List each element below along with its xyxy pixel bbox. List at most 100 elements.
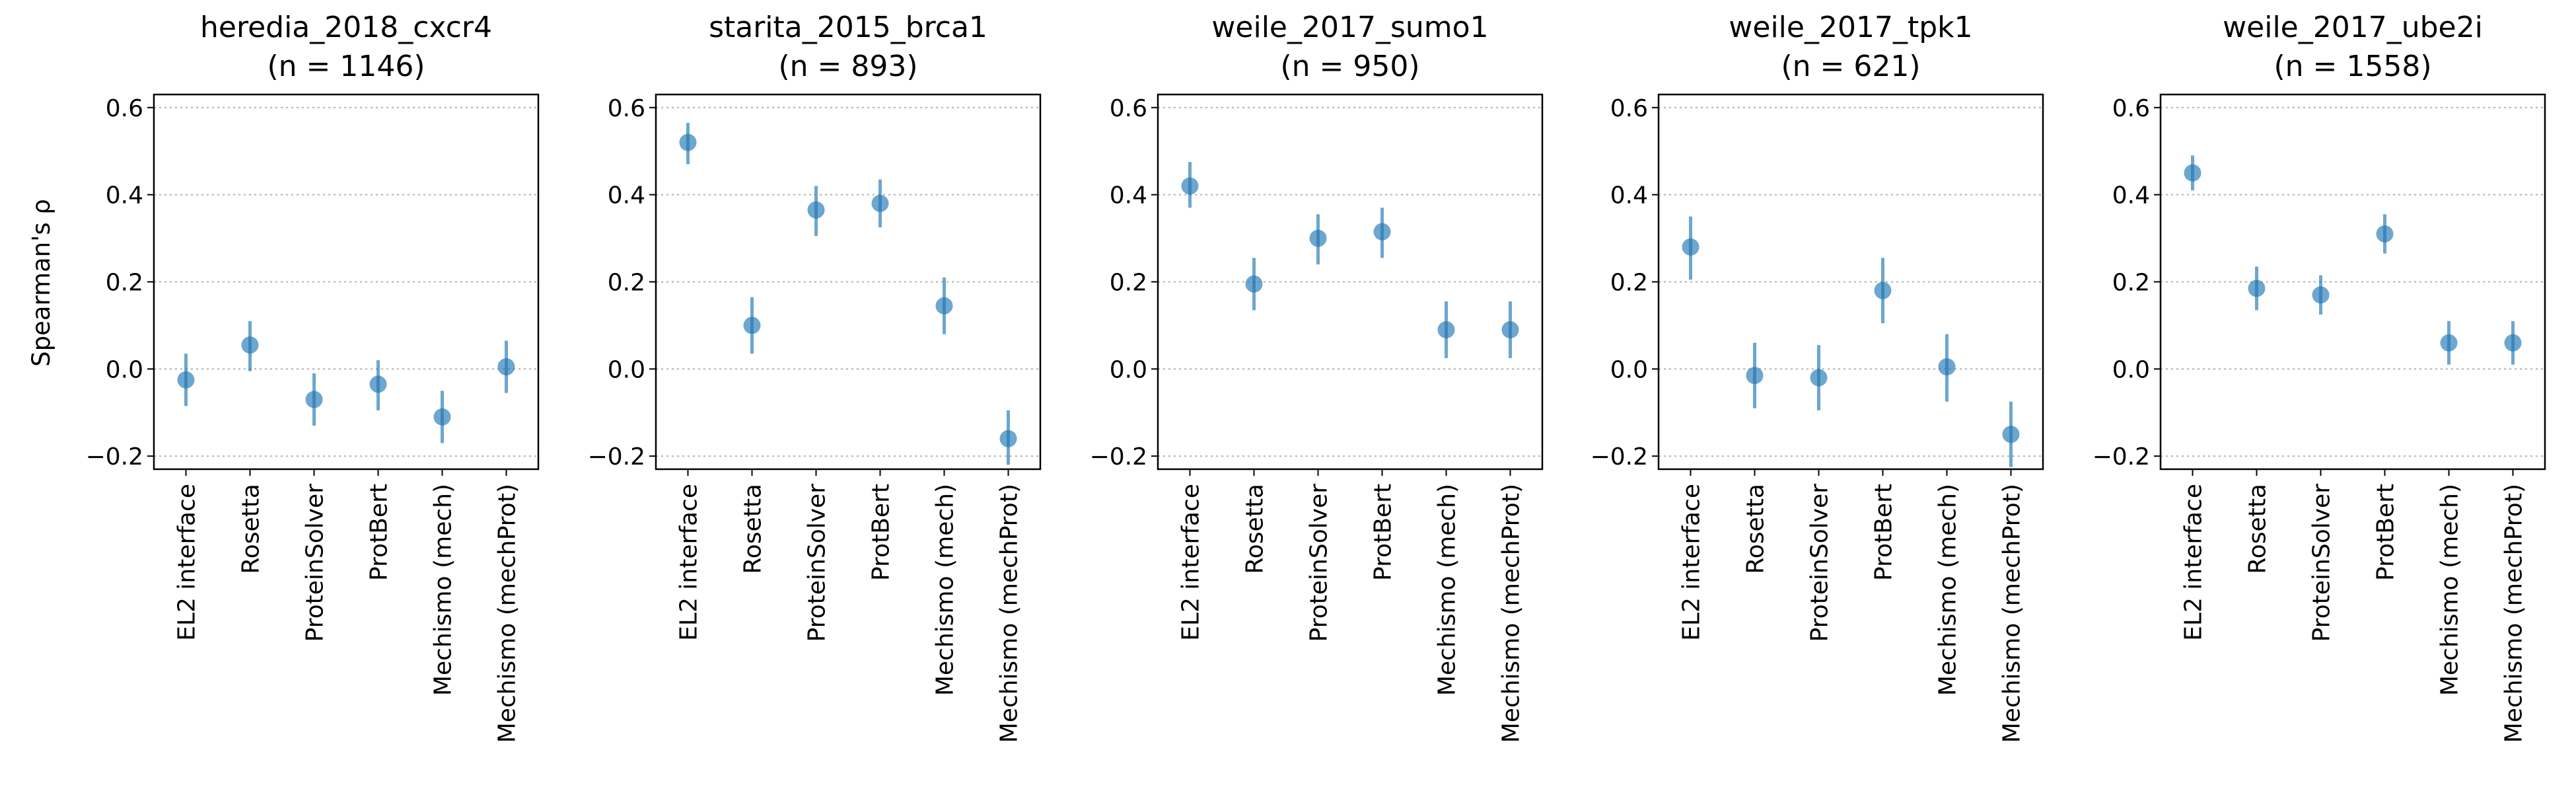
data-point	[2312, 286, 2330, 304]
x-tick-label: ProteinSolver	[1306, 484, 1333, 642]
x-tick-label: EL2 interface	[2180, 484, 2207, 641]
x-tick-label: ProteinSolver	[302, 484, 329, 642]
panel-3: −0.2 0.0 0.2 0.4 0.6 EL2 interface Rosetta Prot…	[1090, 11, 1544, 743]
data-point	[2440, 334, 2458, 352]
data-point	[743, 317, 761, 334]
data-point	[433, 408, 451, 426]
x-tick-label: ProteinSolver	[1807, 484, 1834, 642]
x-tick-label: Rosetta	[740, 484, 767, 574]
x-tick-label: Mechismo (mechProt)	[2501, 484, 2528, 743]
x-tick-label: EL2 interface	[676, 484, 703, 641]
data-point	[1501, 321, 1519, 339]
data-point	[1938, 358, 1956, 376]
y-tick-label: 0.2	[1610, 270, 1648, 297]
x-tick-label: ProteinSolver	[2308, 484, 2336, 642]
y-tick-label: −0.2	[1090, 443, 1147, 471]
y-tick-label: 0.6	[106, 95, 143, 122]
x-tick-label: Mechismo (mechProt)	[494, 484, 521, 743]
y-tick-label: 0.0	[2112, 356, 2150, 383]
data-point	[1181, 177, 1199, 195]
panel-title: weile_2017_tpk1	[1729, 11, 1972, 44]
panel-subtitle: (n = 1558)	[2273, 50, 2431, 83]
x-tick-label: EL2 interface	[1178, 484, 1205, 641]
panel-5: −0.2 0.0 0.2 0.4 0.6 EL2 interface Rosetta Prot…	[2093, 11, 2546, 743]
x-tick-label: ProtBert	[2373, 484, 2400, 581]
data-point	[2184, 164, 2201, 182]
x-tick-label: ProtBert	[366, 484, 393, 581]
y-tick-label: 0.4	[2112, 182, 2150, 209]
x-tick-label: Mechismo (mech)	[1434, 484, 1461, 696]
y-axis-label: Spearman's ρ	[27, 199, 55, 367]
y-tick-label: 0.4	[1610, 182, 1648, 209]
x-tick-label: ProtBert	[868, 484, 895, 581]
y-tick-label: 0.4	[608, 182, 645, 209]
y-tick-label: 0.2	[608, 270, 645, 297]
panel-title: heredia_2018_cxcr4	[200, 11, 492, 44]
panel-subtitle: (n = 950)	[1280, 50, 1419, 83]
panel-1: −0.2 0.0 0.2 0.4 0.6 EL2 interface Rosetta Prot…	[86, 11, 540, 743]
y-tick-label: −0.2	[588, 443, 645, 471]
data-point	[305, 391, 323, 408]
y-tick-label: 0.4	[106, 182, 143, 209]
y-tick-label: 0.2	[2112, 270, 2150, 297]
y-tick-label: 0.2	[106, 270, 143, 297]
y-tick-label: 0.0	[106, 356, 143, 383]
x-tick-label: Mechismo (mech)	[2437, 484, 2464, 696]
data-point	[1245, 275, 1263, 293]
x-tick-label: Rosetta	[2244, 484, 2272, 574]
panel-4: −0.2 0.0 0.2 0.4 0.6 EL2 interface Rosetta Prot…	[1591, 11, 2044, 743]
axes-frame	[1657, 93, 2044, 471]
data-point	[1746, 367, 1764, 385]
axes-frame	[655, 93, 1042, 471]
data-point	[369, 375, 387, 393]
data-point	[999, 430, 1017, 447]
panel-subtitle: (n = 1146)	[267, 50, 425, 83]
data-point	[177, 371, 195, 389]
axes-frame	[2159, 93, 2546, 471]
x-tick-label: Mechismo (mech)	[430, 484, 457, 696]
data-point	[871, 194, 889, 212]
x-tick-label: Mechismo (mechProt)	[996, 484, 1023, 743]
axes-frame	[1157, 93, 1544, 471]
y-tick-label: 0.6	[1610, 95, 1648, 122]
y-tick-label: 0.0	[608, 356, 645, 383]
data-point	[935, 297, 953, 315]
data-point	[1810, 369, 1828, 387]
data-point	[1437, 321, 1455, 339]
data-point	[807, 201, 825, 219]
panel-title: weile_2017_sumo1	[1211, 11, 1488, 44]
x-tick-label: Rosetta	[238, 484, 265, 574]
x-tick-label: Rosetta	[1242, 484, 1269, 574]
x-tick-label: ProtBert	[1370, 484, 1397, 581]
panel-title: weile_2017_ube2i	[2223, 11, 2483, 44]
panel-title: starita_2015_brca1	[709, 11, 987, 44]
y-tick-label: 0.0	[1110, 356, 1147, 383]
x-tick-label: ProteinSolver	[804, 484, 831, 642]
y-tick-label: 0.0	[1610, 356, 1648, 383]
y-tick-label: −0.2	[2093, 443, 2150, 471]
panel-subtitle: (n = 893)	[778, 50, 917, 83]
y-tick-label: −0.2	[1591, 443, 1648, 471]
panel-2: −0.2 0.0 0.2 0.4 0.6 EL2 interface Rosetta Prot…	[588, 11, 1042, 743]
x-tick-label: Mechismo (mechProt)	[1498, 484, 1525, 743]
data-point	[1373, 223, 1391, 241]
axes-frame	[153, 93, 540, 471]
y-tick-label: 0.6	[2112, 95, 2150, 122]
x-tick-label: ProtBert	[1871, 484, 1898, 581]
data-point	[1874, 282, 1892, 299]
data-point	[2376, 225, 2394, 243]
y-tick-label: 0.4	[1110, 182, 1147, 209]
data-point	[2248, 280, 2266, 297]
data-point	[241, 336, 259, 354]
x-tick-label: Mechismo (mech)	[1935, 484, 1962, 696]
data-point	[2002, 426, 2020, 443]
y-tick-label: 0.6	[1110, 95, 1147, 122]
panel-subtitle: (n = 621)	[1781, 50, 1920, 83]
y-tick-label: −0.2	[86, 443, 143, 471]
data-point	[1309, 229, 1327, 247]
y-tick-label: 0.6	[608, 95, 645, 122]
x-tick-label: EL2 interface	[1678, 484, 1705, 641]
y-tick-label: 0.2	[1110, 270, 1147, 297]
x-tick-label: Rosetta	[1742, 484, 1770, 574]
